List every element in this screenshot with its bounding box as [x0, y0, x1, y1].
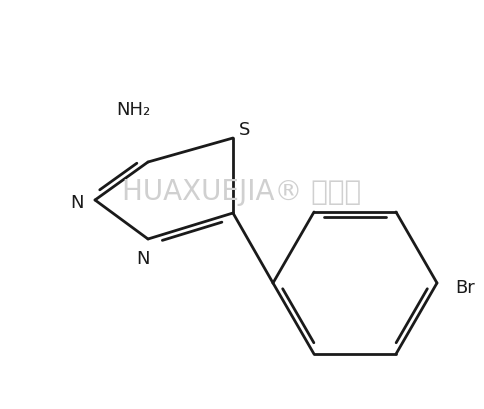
Text: NH₂: NH₂	[116, 101, 150, 119]
Text: Br: Br	[455, 279, 475, 297]
Text: S: S	[239, 121, 251, 139]
Text: N: N	[70, 194, 84, 212]
Text: N: N	[136, 250, 150, 268]
Text: HUAXUEJIA® 化学加: HUAXUEJIA® 化学加	[122, 178, 362, 206]
